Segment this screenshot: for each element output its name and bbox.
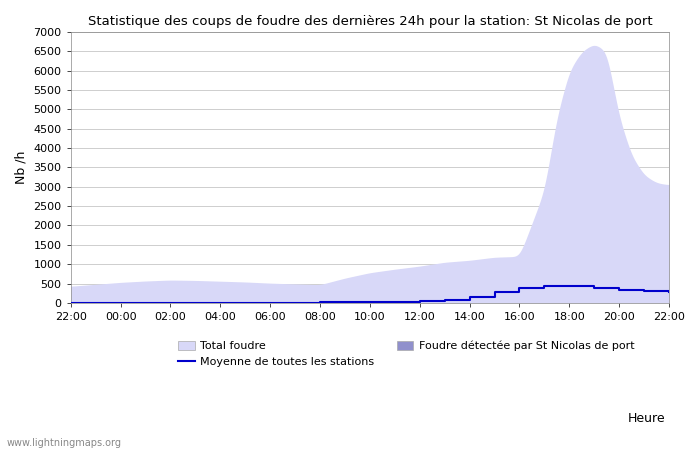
- Title: Statistique des coups de foudre des dernières 24h pour la station: St Nicolas de: Statistique des coups de foudre des dern…: [88, 15, 652, 28]
- Y-axis label: Nb /h: Nb /h: [15, 151, 28, 184]
- Text: www.lightningmaps.org: www.lightningmaps.org: [7, 438, 122, 448]
- Legend: Total foudre, Moyenne de toutes les stations, Foudre détectée par St Nicolas de : Total foudre, Moyenne de toutes les stat…: [178, 341, 634, 368]
- Text: Heure: Heure: [627, 412, 665, 425]
